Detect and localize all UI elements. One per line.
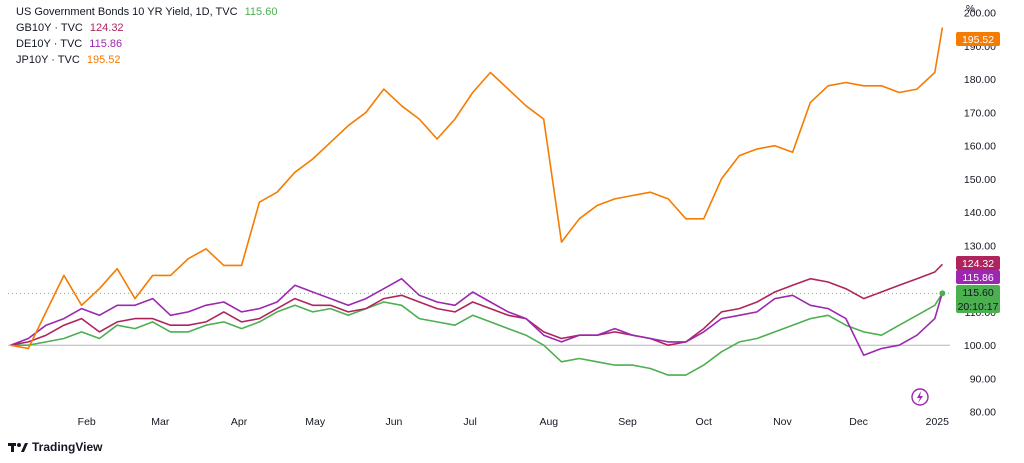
tradingview-logo[interactable]: TradingView xyxy=(8,440,102,454)
y-tick-label: 100.00 xyxy=(964,340,996,352)
legend-main-title: US Government Bonds 10 YR Yield, 1D, TVC xyxy=(16,6,238,18)
price-badge-text: 124.32 xyxy=(962,258,994,270)
last-point-dot xyxy=(939,290,946,297)
legend-item-value: 124.32 xyxy=(89,22,124,34)
y-tick-label: 130.00 xyxy=(964,240,996,252)
x-tick-label: Aug xyxy=(539,416,558,428)
series-line-jp10y xyxy=(10,27,944,350)
price-badge-text: 115.60 xyxy=(962,287,993,299)
x-tick-label: Oct xyxy=(696,416,712,428)
axis-unit[interactable]: % xyxy=(966,4,975,15)
x-axis: Feb Mar Apr May Jun Jul Aug Sep Oct Nov Dec 2025 xyxy=(78,416,949,428)
legend-item-de10y[interactable]: DE10Y · TVC 115.86 xyxy=(16,36,277,52)
x-tick-label: Dec xyxy=(849,416,868,428)
x-tick-label: Mar xyxy=(151,416,170,428)
y-tick-label: 80.00 xyxy=(970,407,996,419)
price-badge-text: 195.52 xyxy=(962,34,994,46)
tradingview-logo-icon xyxy=(8,443,28,452)
lightning-glyph xyxy=(917,391,923,403)
price-badge-de10y xyxy=(956,270,1000,284)
y-tick-label: 150.00 xyxy=(964,174,996,186)
x-tick-label: Feb xyxy=(78,416,96,428)
legend-main-value: 115.60 xyxy=(244,6,278,18)
price-badge-jp10y xyxy=(956,32,1000,46)
x-tick-label: Jul xyxy=(463,416,476,428)
y-tick-label: 200.00 xyxy=(964,8,996,20)
legend-item-label: DE10Y · TVC xyxy=(16,38,83,50)
legend-item-value: 115.86 xyxy=(89,38,123,50)
y-tick-label: 140.00 xyxy=(964,207,996,219)
y-axis: 80.0090.00100.00110.00120.00130.00140.00… xyxy=(964,8,996,419)
price-badges: 195.52 124.32 115.86 115.60 20:10:17 xyxy=(956,32,1000,313)
y-tick-label: 160.00 xyxy=(964,141,996,153)
price-badge-us10y xyxy=(956,285,1000,313)
series-line-gb10y xyxy=(10,263,943,347)
legend-item-label: GB10Y · TVC xyxy=(16,22,83,34)
series-line-de10y xyxy=(10,277,944,357)
brand-name: TradingView xyxy=(32,440,103,454)
x-tick-label: May xyxy=(305,416,326,428)
legend-item-jp10y[interactable]: JP10Y · TVC 195.52 xyxy=(16,52,277,68)
lightning-icon[interactable] xyxy=(911,388,929,406)
legend-item-gb10y[interactable]: GB10Y · TVC 124.32 xyxy=(16,20,277,36)
countdown-timer: 20:10:17 xyxy=(958,301,999,313)
legend-main[interactable]: US Government Bonds 10 YR Yield, 1D, TVC… xyxy=(16,4,277,20)
x-tick-label: Nov xyxy=(773,416,792,428)
price-badge-text: 115.86 xyxy=(962,272,993,284)
x-tick-label: Apr xyxy=(231,416,248,428)
legend-item-value: 195.52 xyxy=(86,54,121,66)
y-tick-label: 170.00 xyxy=(964,107,996,119)
x-tick-label: Sep xyxy=(618,416,637,428)
y-tick-label: 180.00 xyxy=(964,74,996,86)
legend-item-label: JP10Y · TVC xyxy=(16,54,80,66)
series-line-us10y xyxy=(10,292,944,376)
x-tick-label: 2025 xyxy=(926,416,950,428)
x-tick-label: Jun xyxy=(385,416,402,428)
series-lines xyxy=(8,27,950,376)
legend: US Government Bonds 10 YR Yield, 1D, TVC… xyxy=(16,4,277,68)
price-badge-gb10y xyxy=(956,256,1000,270)
chart-extras xyxy=(911,388,929,406)
y-tick-label: 90.00 xyxy=(970,373,996,385)
